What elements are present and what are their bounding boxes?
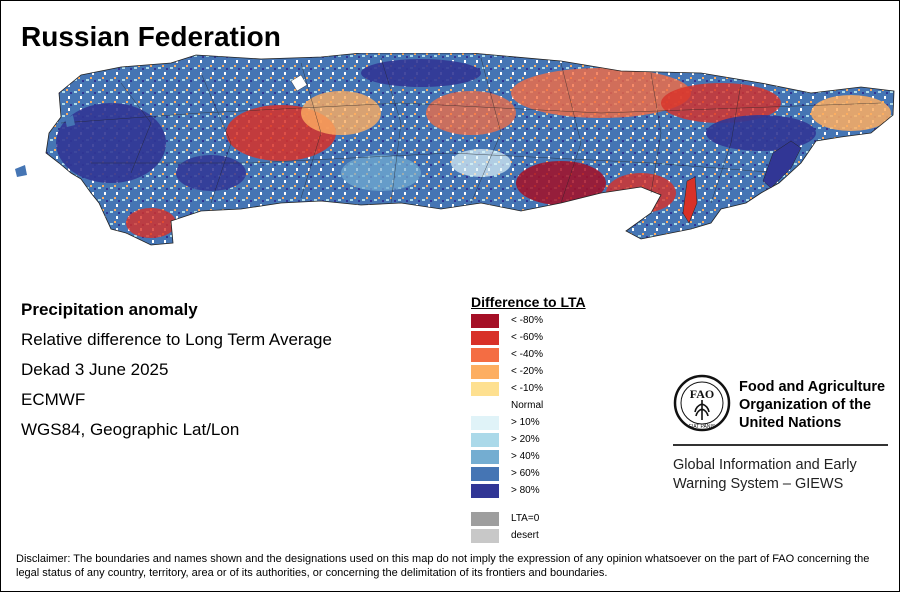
legend-swatch: [471, 314, 499, 328]
fao-name-line: Food and Agriculture: [739, 379, 886, 395]
fao-logo-icon: FAO FIAT PANIS: [673, 374, 731, 432]
legend-swatch: [471, 512, 499, 526]
legend-label-normal: Normal: [511, 400, 544, 411]
fao-logo-motto: FIAT PANIS: [689, 424, 716, 430]
legend-label: < -20%: [511, 366, 543, 377]
legend-swatch: [471, 382, 499, 396]
map-projection: WGS84, Geographic Lat/Lon: [21, 420, 240, 439]
fao-name-line: Organization of the: [739, 397, 872, 413]
map-heading: Precipitation anomaly: [21, 300, 198, 319]
legend-label: > 40%: [511, 451, 540, 462]
giews-name: Global Information and Early Warning Sys…: [673, 456, 857, 494]
fao-name-line: United Nations: [739, 415, 842, 431]
legend-label: LTA=0: [511, 513, 540, 524]
legend-swatch: [471, 450, 499, 464]
legend-swatch: [471, 365, 499, 379]
map-period: Dekad 3 June 2025: [21, 360, 169, 379]
giews-line: Warning System – GIEWS: [673, 476, 844, 492]
legend-label: < -10%: [511, 383, 543, 394]
legend-label: desert: [511, 530, 539, 541]
legend-label: < -80%: [511, 315, 543, 326]
legend-swatch: [471, 433, 499, 447]
legend-label: > 10%: [511, 417, 540, 428]
fao-organization-name: Food and Agriculture Organization of the…: [739, 378, 885, 432]
legend-swatch: [471, 467, 499, 481]
legend-label: > 20%: [511, 434, 540, 445]
legend-swatch: [471, 484, 499, 498]
legend-label: < -60%: [511, 332, 543, 343]
legend-label: < -40%: [511, 349, 543, 360]
legend-title: Difference to LTA: [471, 294, 586, 310]
legend-label: > 60%: [511, 468, 540, 479]
legend: Difference to LTA < -80% < -60% < -40% <…: [471, 294, 586, 543]
divider: [673, 444, 888, 446]
map-title: Russian Federation: [21, 21, 281, 52]
legend-swatch: [471, 331, 499, 345]
fao-logo-text: FAO: [690, 387, 714, 401]
disclaimer: Disclaimer: The boundaries and names sho…: [16, 553, 870, 579]
precipitation-anomaly-map: [15, 53, 895, 246]
legend-swatch: [471, 416, 499, 430]
map-source: ECMWF: [21, 390, 86, 409]
legend-label: > 80%: [511, 485, 540, 496]
legend-swatch: [471, 348, 499, 362]
giews-line: Global Information and Early: [673, 457, 857, 473]
legend-swatch: [471, 529, 499, 543]
map-info: Precipitation anomaly Relative differenc…: [21, 299, 332, 449]
map-subtitle: Relative difference to Long Term Average: [21, 330, 332, 349]
